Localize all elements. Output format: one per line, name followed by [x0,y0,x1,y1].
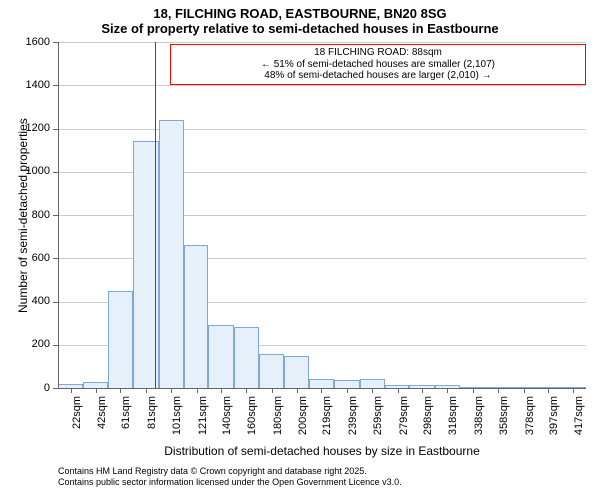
histogram-bar [159,120,184,388]
x-tick [422,388,423,393]
property-marker-line [155,42,156,388]
y-tick-label: 200 [10,338,50,350]
x-tick-label: 298sqm [422,396,434,446]
x-tick-label: 160sqm [246,396,258,446]
y-tick-label: 1600 [10,36,50,48]
x-tick-label: 417sqm [573,396,585,446]
y-tick-label: 800 [10,209,50,221]
x-tick [548,388,549,393]
x-tick-label: 378sqm [524,396,536,446]
chart-footer: Contains HM Land Registry data © Crown c… [58,466,402,488]
x-tick-label: 42sqm [96,396,108,446]
x-tick [347,388,348,393]
annotation-line3: 48% of semi-detached houses are larger (… [175,70,581,82]
x-tick [197,388,198,393]
x-tick-label: 180sqm [272,396,284,446]
x-tick [221,388,222,393]
x-tick [120,388,121,393]
x-tick-label: 140sqm [221,396,233,446]
x-tick [146,388,147,393]
x-tick [96,388,97,393]
annotation-line2: ← 51% of semi-detached houses are smalle… [175,59,581,71]
x-tick [171,388,172,393]
y-axis [58,42,59,388]
x-tick-label: 81sqm [146,396,158,446]
histogram-bar [259,354,284,388]
footer-line2: Contains public sector information licen… [58,477,402,488]
x-tick-label: 239sqm [347,396,359,446]
x-tick [498,388,499,393]
histogram-bar [360,379,385,388]
x-tick-label: 61sqm [120,396,132,446]
x-tick-label: 121sqm [197,396,209,446]
x-tick [246,388,247,393]
x-tick [447,388,448,393]
x-tick-label: 219sqm [321,396,333,446]
histogram-bar [234,327,259,388]
chart-title-line2: Size of property relative to semi-detach… [0,21,600,36]
footer-line1: Contains HM Land Registry data © Crown c… [58,466,402,477]
x-tick-label: 200sqm [297,396,309,446]
grid-line [58,85,586,86]
x-tick [398,388,399,393]
grid-line [58,42,586,43]
x-tick-label: 101sqm [171,396,183,446]
histogram-bar [334,380,359,388]
chart-title-line1: 18, FILCHING ROAD, EASTBOURNE, BN20 8SG [0,6,600,21]
x-tick-label: 318sqm [447,396,459,446]
y-tick-label: 600 [10,252,50,264]
x-tick [71,388,72,393]
plot-area: 18 FILCHING ROAD: 88sqm← 51% of semi-det… [58,42,586,388]
y-tick-label: 1400 [10,79,50,91]
y-tick-label: 400 [10,295,50,307]
chart-title-block: 18, FILCHING ROAD, EASTBOURNE, BN20 8SG … [0,6,600,36]
x-tick-label: 279sqm [398,396,410,446]
x-tick [524,388,525,393]
x-tick-label: 259sqm [372,396,384,446]
x-tick-label: 22sqm [71,396,83,446]
x-tick [473,388,474,393]
histogram-bar [284,356,308,388]
property-size-histogram: 18, FILCHING ROAD, EASTBOURNE, BN20 8SG … [0,0,600,500]
y-tick-label: 1200 [10,122,50,134]
y-tick-label: 1000 [10,165,50,177]
x-tick-label: 397sqm [548,396,560,446]
annotation-line1: 18 FILCHING ROAD: 88sqm [175,47,581,59]
histogram-bar [108,291,133,388]
x-tick [321,388,322,393]
x-tick [297,388,298,393]
x-tick [372,388,373,393]
histogram-bar [184,245,208,388]
histogram-bar [309,379,334,388]
x-tick-label: 338sqm [473,396,485,446]
grid-line [58,129,586,130]
x-tick-label: 358sqm [498,396,510,446]
x-tick [272,388,273,393]
x-tick [573,388,574,393]
histogram-bar [208,325,233,388]
annotation-box: 18 FILCHING ROAD: 88sqm← 51% of semi-det… [170,44,586,85]
x-axis-label: Distribution of semi-detached houses by … [58,444,586,458]
y-tick-label: 0 [10,382,50,394]
